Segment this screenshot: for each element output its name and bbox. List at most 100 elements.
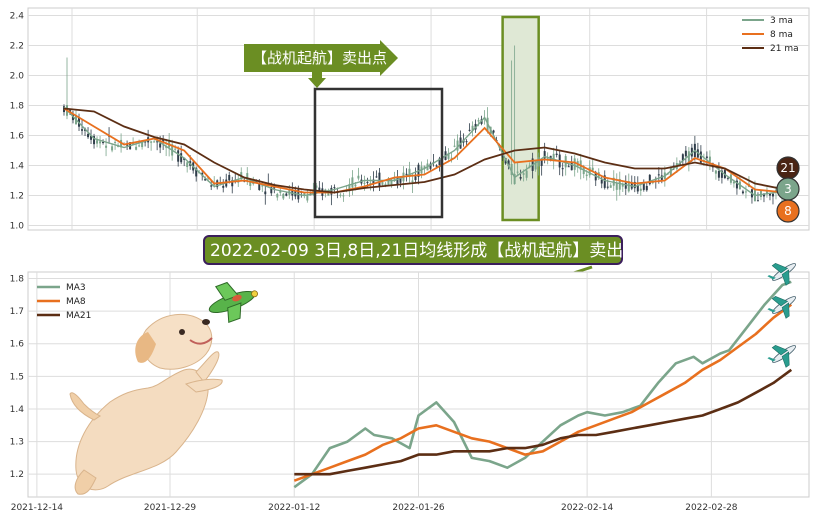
- candle-body: [606, 186, 609, 188]
- ma-badge-label: 3: [784, 182, 792, 196]
- candle-body: [588, 167, 591, 176]
- top-y-tick: 1.8: [10, 102, 25, 112]
- candle-body: [744, 191, 747, 193]
- bottom-y-tick: 1.6: [10, 340, 25, 350]
- candle-body: [423, 166, 426, 169]
- ma-badge-label: 8: [784, 204, 792, 218]
- candle-body: [573, 158, 576, 170]
- candle-body: [378, 172, 381, 187]
- candle-body: [621, 183, 624, 187]
- main-banner-background: [203, 235, 623, 265]
- dog-mouth: [189, 337, 213, 345]
- candle-body: [726, 177, 729, 179]
- candle-body: [735, 180, 738, 189]
- candle-body: [567, 166, 570, 168]
- candle-body: [114, 141, 117, 143]
- candle-body: [246, 173, 249, 181]
- candle-body: [279, 190, 282, 193]
- candle-body: [765, 190, 768, 195]
- bottom-x-tick: 2022-01-12: [268, 503, 320, 513]
- candle-body: [624, 182, 627, 189]
- candle-body: [741, 191, 744, 194]
- candle-body: [561, 168, 564, 170]
- candle-body: [195, 168, 198, 177]
- candle-body: [276, 193, 279, 198]
- candle-body: [600, 179, 603, 184]
- candle-body: [618, 178, 621, 190]
- plane-wing-top: [771, 344, 789, 356]
- down-arrow-icon: [308, 72, 326, 88]
- candle-body: [93, 136, 96, 145]
- candle-body: [447, 153, 450, 159]
- candle-body: [111, 146, 114, 151]
- bottom-y-tick-labels: 1.2 1.3 1.4 1.5 1.6 1.7 1.8: [10, 275, 25, 481]
- top-series-line-8-ma: [63, 107, 786, 194]
- candle-body: [468, 129, 471, 131]
- top-y-tick: 2.0: [10, 72, 25, 82]
- dog-front-leg: [195, 351, 220, 383]
- candle-body: [429, 163, 432, 169]
- candle-body: [81, 129, 84, 131]
- candle-body: [222, 185, 225, 188]
- candle-body: [732, 181, 735, 184]
- top-banner-text: 【战机起航】卖出点: [252, 49, 387, 67]
- candle-body: [414, 176, 417, 180]
- ma-badge-label: 21: [780, 161, 795, 175]
- dog-ear: [135, 332, 156, 363]
- plane-wing-bottom: [781, 302, 790, 319]
- candle-body: [330, 187, 333, 195]
- candle-body: [105, 145, 108, 148]
- dog-eye: [179, 329, 185, 335]
- candle-body: [774, 189, 777, 191]
- candle-body: [90, 135, 93, 140]
- plane-tail: [767, 275, 776, 280]
- top-y-tick: 1.4: [10, 162, 25, 172]
- candle-body: [465, 141, 468, 143]
- candle-body: [636, 185, 639, 192]
- candle-body: [501, 152, 504, 158]
- bottom-x-tick-labels: 2021-12-14 2021-12-29 2022-01-12 2022-01-26…: [11, 503, 738, 513]
- candle-body: [141, 140, 144, 148]
- candle-body: [135, 146, 138, 150]
- candle-body: [126, 144, 129, 146]
- candle-body: [204, 178, 207, 181]
- candle-body: [627, 181, 630, 192]
- candle-body: [102, 142, 105, 144]
- candle-body: [351, 177, 354, 188]
- top-legend-label: 3 ma: [770, 16, 793, 26]
- candle-body: [384, 183, 387, 185]
- candle-body: [513, 173, 516, 185]
- candle-body: [687, 151, 690, 164]
- candle-body: [435, 165, 438, 167]
- candle-body: [387, 178, 390, 186]
- candle-body: [681, 154, 684, 161]
- candle-body: [231, 180, 234, 187]
- consolidation-rect: [313, 87, 444, 219]
- top-legend-label: 21 ma: [770, 44, 799, 54]
- candle-body: [354, 184, 357, 187]
- candle-body: [510, 163, 513, 175]
- candle-body: [540, 159, 543, 166]
- dog-tail: [69, 392, 101, 421]
- top-chart-panel: 1.0 1.2 1.4 1.6 1.8 2.0 2.2 2.4 3 ma 8 ma 21 ma 【…: [10, 7, 810, 232]
- candle-body: [390, 179, 393, 185]
- top-legend: 3 ma 8 ma 21 ma: [742, 16, 799, 54]
- dog-front-leg-2: [184, 378, 223, 393]
- candle-body: [99, 141, 102, 144]
- candle-body: [357, 175, 360, 179]
- plane-wing-bottom: [781, 351, 790, 368]
- candle-body: [306, 195, 309, 201]
- candle-body: [657, 174, 660, 176]
- airplane-icon: [767, 262, 797, 286]
- candle-body: [552, 153, 555, 160]
- candle-body: [261, 185, 264, 187]
- candle-body: [714, 170, 717, 174]
- candle-body: [522, 173, 525, 175]
- candle-body: [177, 150, 180, 162]
- main-banner-text: 2022-02-09 3日,8日,21日均线形成【战机起航】卖出点: [210, 241, 640, 261]
- candle-body: [648, 174, 651, 185]
- candle-body: [615, 183, 618, 190]
- candle-body: [555, 153, 558, 156]
- candle-body: [534, 161, 537, 170]
